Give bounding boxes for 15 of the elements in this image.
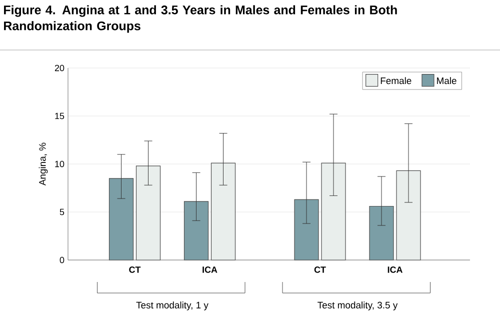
x-tick-label: CT	[314, 266, 326, 273]
x-tick-label: CT	[129, 266, 141, 273]
legend-label: Male	[437, 77, 456, 84]
y-tick-label: 10	[55, 160, 64, 168]
y-tick-label: 5	[60, 208, 64, 216]
y-tick-label: 0	[60, 256, 64, 264]
chart-title: Figure 4. Angina at 1 and 3.5 Years in Males and Females in Both Randomization Groups	[4, 5, 397, 33]
x-tick-label: ICA	[388, 266, 402, 273]
y-tick-label: 20	[54, 64, 64, 72]
text: Test modality, 3.5 y	[318, 302, 398, 310]
y-axis-title: Angina, %	[38, 142, 48, 186]
x-tick-label: ICA	[202, 266, 218, 273]
y-tick-label: 15	[55, 112, 64, 120]
legend-label: Female	[380, 77, 412, 84]
text: Test modality, 1 y	[136, 302, 208, 310]
